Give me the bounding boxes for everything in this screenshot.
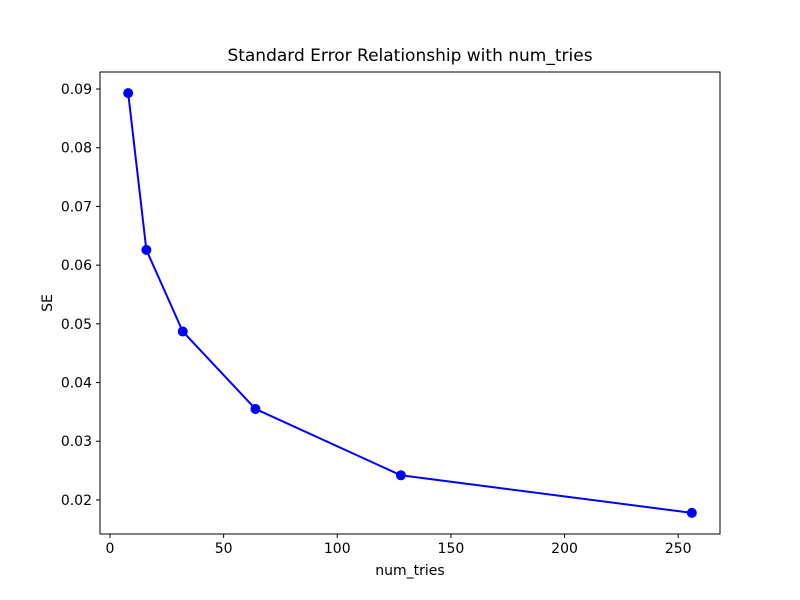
series-line <box>127 93 692 514</box>
x-tick-label: 100 <box>324 541 351 557</box>
data-point-marker <box>177 326 188 337</box>
data-point-marker <box>686 507 697 518</box>
y-tick-label: 0.09 <box>61 82 92 98</box>
y-tick-label: 0.08 <box>61 141 92 157</box>
data-point-marker <box>123 88 134 99</box>
x-tick-label: 250 <box>665 541 692 557</box>
data-point-marker <box>250 403 261 414</box>
y-tick-label: 0.02 <box>61 493 92 509</box>
chart-title: Standard Error Relationship with num_tri… <box>227 46 592 66</box>
x-tick-label: 150 <box>438 541 465 557</box>
y-tick-label: 0.04 <box>61 376 92 392</box>
x-tick-label: 50 <box>215 541 233 557</box>
y-tick-label: 0.05 <box>61 317 92 333</box>
y-tick-label: 0.07 <box>61 199 92 215</box>
axes-spines <box>99 71 721 535</box>
x-tick-label: 0 <box>106 541 115 557</box>
x-tick-label: 200 <box>551 541 578 557</box>
y-tick-label: 0.06 <box>61 258 92 274</box>
plot-area: 0 50 100 150 200 250 0.02 0.03 0.04 0.05 0.06 0.07 0… <box>61 71 721 557</box>
data-point-marker <box>395 470 406 481</box>
x-axis-label: num_tries <box>375 563 444 579</box>
y-axis-label: SE <box>40 294 56 312</box>
data-point-marker <box>141 244 152 255</box>
y-tick-label: 0.03 <box>61 434 92 450</box>
